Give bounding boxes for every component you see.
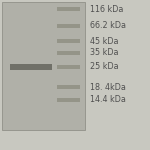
Bar [57, 98, 80, 102]
Text: 18. 4kDa: 18. 4kDa [90, 83, 126, 92]
Text: 14.4 kDa: 14.4 kDa [90, 95, 126, 104]
Bar [57, 24, 80, 28]
Bar [57, 39, 80, 43]
Bar [10, 64, 52, 70]
Text: 35 kDa: 35 kDa [90, 48, 118, 57]
Bar [57, 65, 80, 69]
Bar [57, 51, 80, 55]
Text: 66.2 kDa: 66.2 kDa [90, 21, 126, 30]
Text: 116 kDa: 116 kDa [90, 4, 123, 14]
Bar [2, 2, 85, 130]
Text: 25 kDa: 25 kDa [90, 62, 119, 71]
Text: 45 kDa: 45 kDa [90, 37, 118, 46]
Bar [57, 7, 80, 11]
Bar [57, 65, 80, 69]
Bar [57, 85, 80, 89]
